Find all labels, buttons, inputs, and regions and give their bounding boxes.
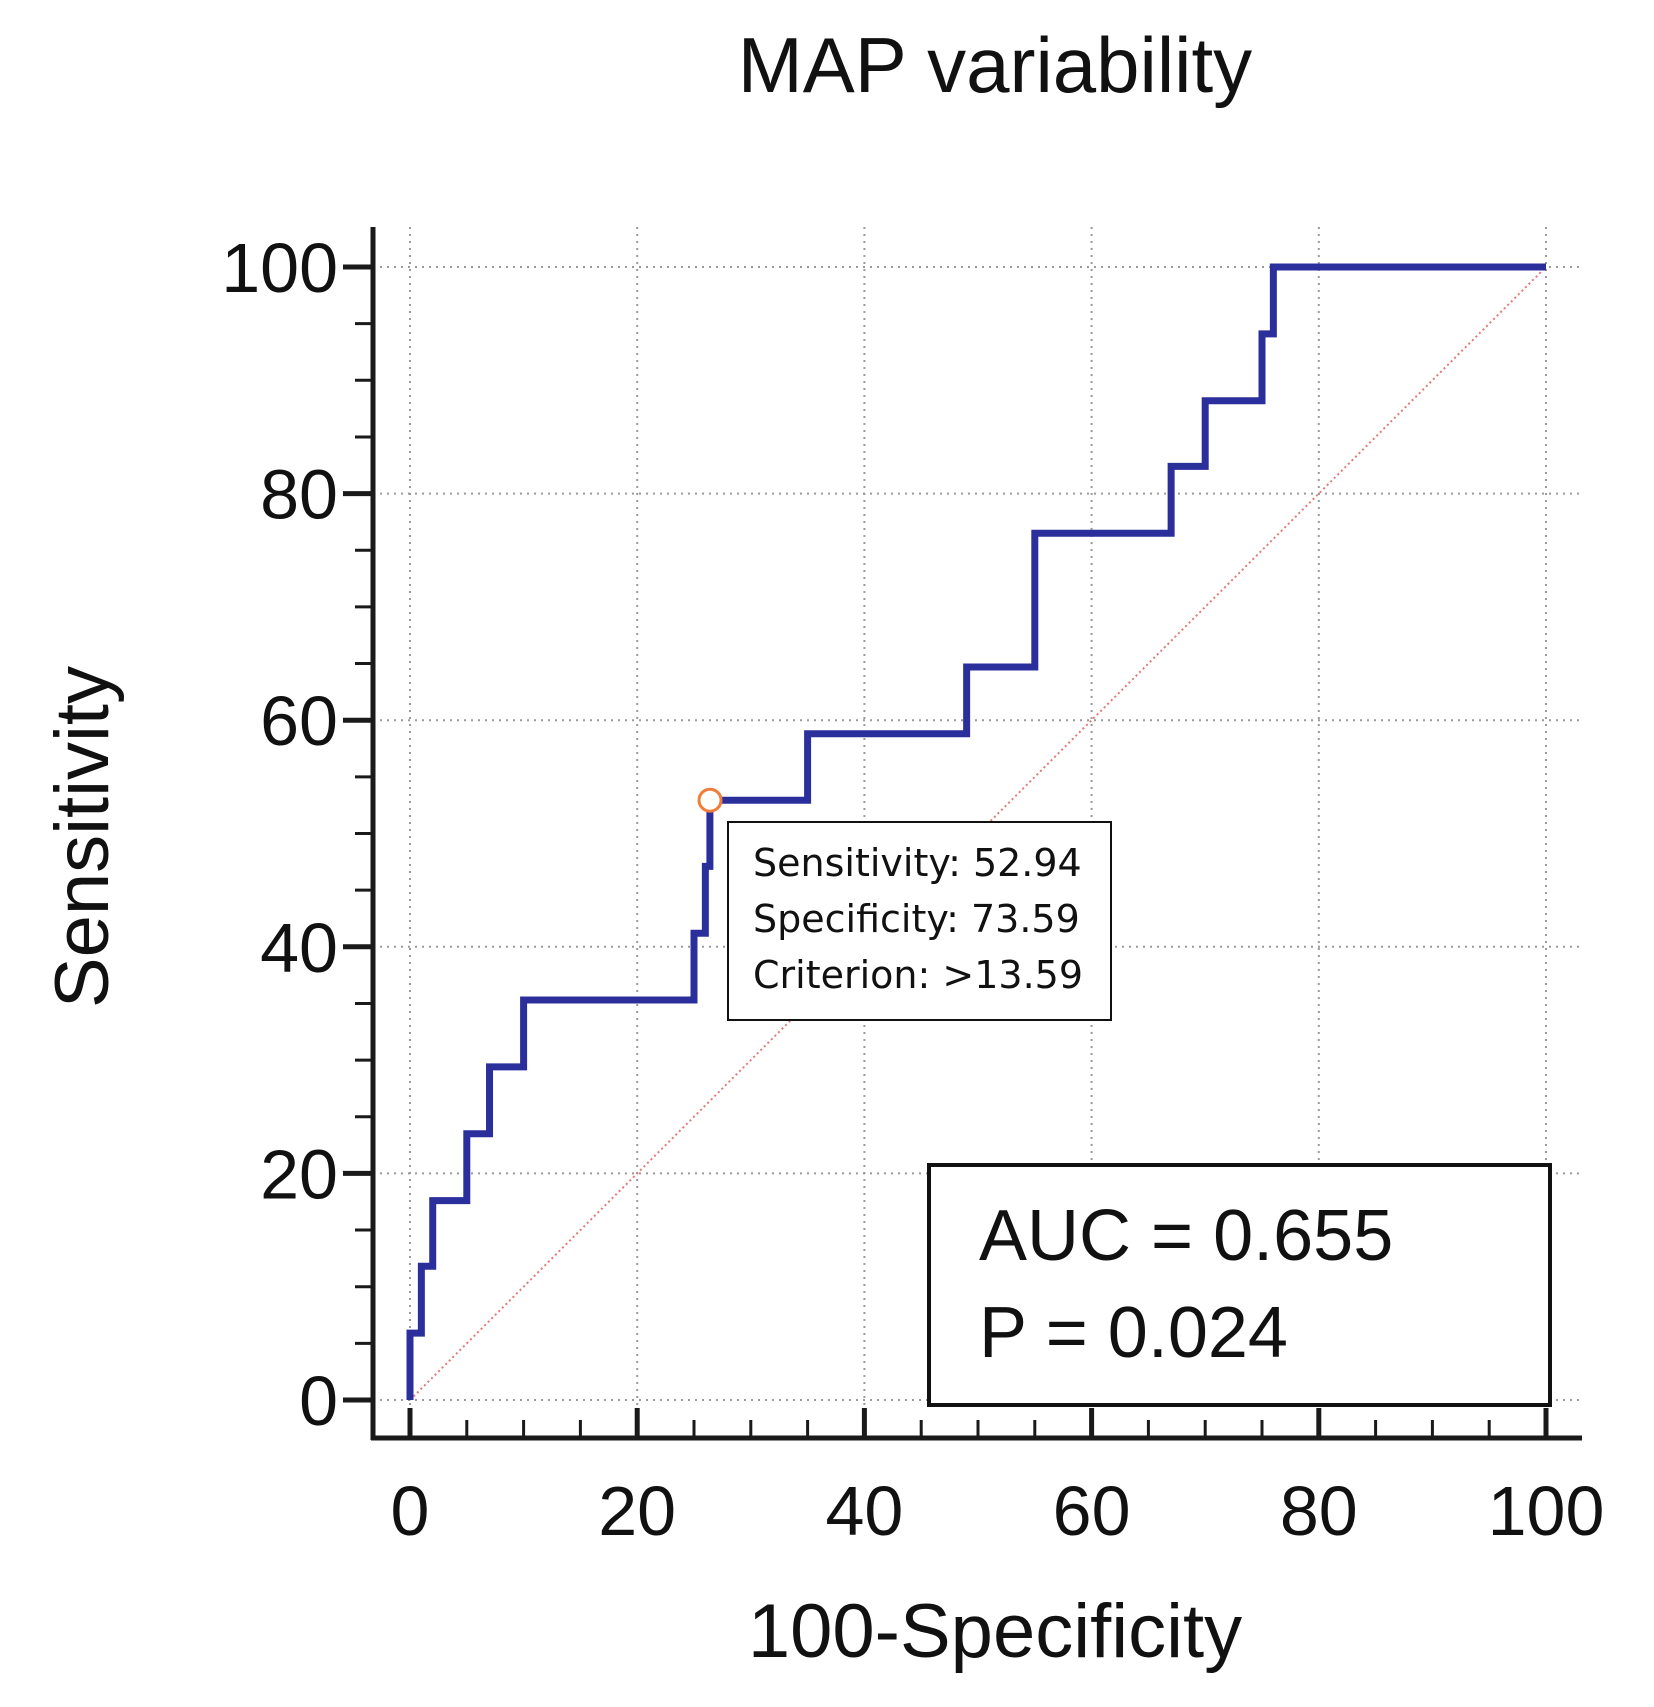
annotation-line: Criterion: >13.59 xyxy=(753,953,1083,997)
stats-box-layer: AUC = 0.655 P = 0.024 xyxy=(927,1163,1552,1407)
cut-point-annotation: Sensitivity: 52.94 Specificity: 73.59 Crit… xyxy=(727,821,1112,1021)
y-tick-label: 20 xyxy=(260,1135,338,1213)
y-tick-label: 0 xyxy=(299,1362,338,1440)
x-tick-label: 0 xyxy=(391,1472,430,1550)
roc-curve-layer xyxy=(406,263,1546,1400)
y-tick-label: 40 xyxy=(260,909,338,987)
x-axis-label: 100-Specificity xyxy=(748,1589,1242,1674)
auc-value: AUC = 0.655 xyxy=(979,1196,1393,1276)
y-tick-label: 100 xyxy=(221,229,338,307)
p-value: P = 0.024 xyxy=(979,1293,1288,1373)
chart-title: MAP variability xyxy=(738,21,1252,109)
x-tick-label: 60 xyxy=(1053,1472,1131,1550)
cut-point-marker xyxy=(697,787,723,813)
x-tick-label: 100 xyxy=(1488,1472,1605,1550)
annotation-line: Sensitivity: 52.94 xyxy=(753,841,1082,885)
x-tick-label: 80 xyxy=(1280,1472,1358,1550)
x-tick-label: 40 xyxy=(825,1472,903,1550)
cut-point-layer xyxy=(697,787,723,813)
axis-ticks: 0 20 40 60 80 100 0 20 40 60 80 100 xyxy=(221,229,1604,1550)
annotation-box xyxy=(727,821,1112,1021)
y-tick-label: 60 xyxy=(260,682,338,760)
y-axis-label: Sensitivity xyxy=(40,666,125,1008)
y-tick-label: 80 xyxy=(260,456,338,534)
x-tick-label: 20 xyxy=(598,1472,676,1550)
roc-curve xyxy=(406,263,1546,1400)
stats-box xyxy=(927,1163,1552,1407)
annotation-line: Specificity: 73.59 xyxy=(753,897,1080,941)
